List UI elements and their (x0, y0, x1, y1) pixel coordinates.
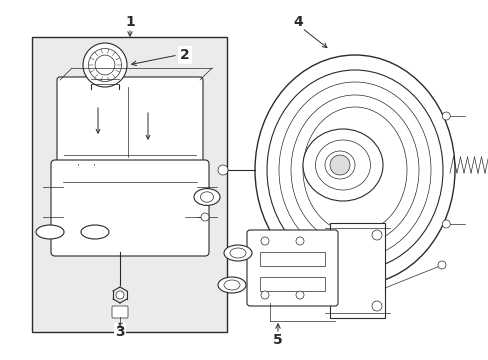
Circle shape (261, 291, 268, 299)
Circle shape (329, 155, 349, 175)
Ellipse shape (303, 129, 382, 201)
Bar (32, 37, 226, 332)
Ellipse shape (194, 189, 220, 206)
Text: 2: 2 (180, 48, 189, 62)
Circle shape (201, 213, 208, 221)
Circle shape (261, 237, 268, 245)
FancyBboxPatch shape (246, 230, 337, 306)
Text: 4: 4 (292, 15, 302, 29)
Circle shape (218, 165, 227, 175)
Circle shape (441, 112, 449, 120)
Ellipse shape (254, 55, 454, 285)
Ellipse shape (218, 277, 245, 293)
Ellipse shape (229, 248, 245, 258)
Bar (329, 223, 384, 318)
Text: 5: 5 (273, 333, 282, 347)
Ellipse shape (200, 192, 213, 202)
FancyBboxPatch shape (51, 160, 208, 256)
Ellipse shape (315, 140, 370, 190)
Ellipse shape (81, 225, 109, 239)
Circle shape (83, 43, 127, 87)
Circle shape (371, 230, 381, 240)
Bar (260, 252, 325, 266)
FancyBboxPatch shape (112, 306, 128, 318)
Bar (260, 277, 325, 291)
Ellipse shape (224, 245, 251, 261)
Ellipse shape (36, 225, 64, 239)
Circle shape (441, 220, 449, 228)
Circle shape (437, 261, 445, 269)
Text: 1: 1 (125, 15, 135, 29)
FancyBboxPatch shape (57, 77, 203, 168)
Ellipse shape (224, 280, 240, 290)
Circle shape (295, 291, 304, 299)
Circle shape (295, 237, 304, 245)
Text: 3: 3 (115, 325, 124, 339)
Circle shape (116, 291, 124, 299)
Circle shape (371, 301, 381, 311)
Ellipse shape (325, 151, 354, 179)
